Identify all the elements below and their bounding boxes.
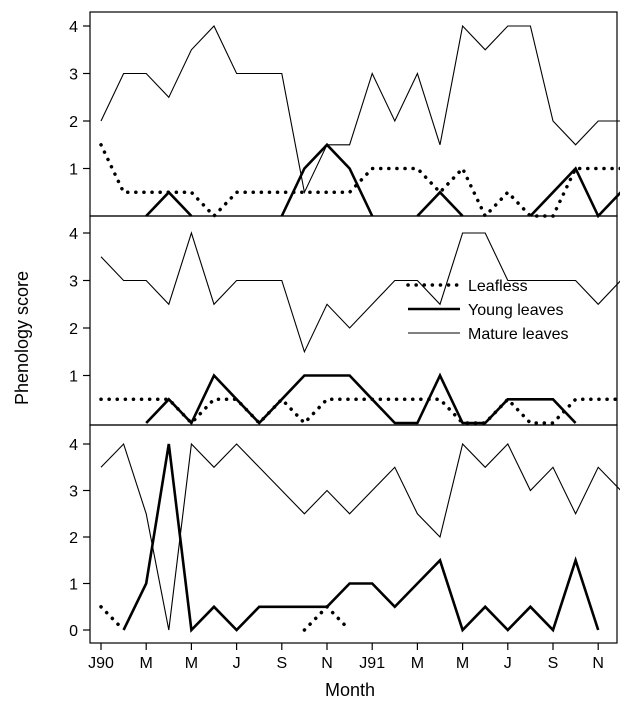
legend-label-mature-leaves: Mature leaves <box>468 326 569 343</box>
panel-2-y-tick-label: 4 <box>69 226 78 243</box>
x-tick-label: J <box>233 655 241 672</box>
panel-1-series-leafless <box>99 143 620 220</box>
x-tick-label: N <box>592 655 604 672</box>
x-tick-label: J91 <box>359 655 385 672</box>
x-tick-label: M <box>185 655 198 672</box>
panel-1-y-tick-label: 3 <box>69 67 78 84</box>
panel-3-y-tick-label: 0 <box>69 623 78 640</box>
panel-3-series-leafless <box>99 605 126 632</box>
panel-1-series-young-leaves <box>280 142 374 217</box>
y-axis-label: Phenology score <box>12 271 32 405</box>
x-tick-label: J90 <box>88 655 114 672</box>
panel-1-series-young-leaves <box>416 190 464 217</box>
panel-1-series-young-leaves <box>145 190 193 217</box>
panel-3-frame <box>89 424 618 644</box>
x-tick-label: M <box>140 655 153 672</box>
panel-1-series-young-leaves <box>529 166 620 219</box>
panel-3-series-mature-leaves <box>100 442 620 631</box>
panel-3-y-tick-label: 3 <box>69 484 78 501</box>
x-tick-label: S <box>276 655 287 672</box>
panel-2-y-tick-label: 2 <box>69 321 78 338</box>
panel-1-y-tick-label: 2 <box>69 114 78 131</box>
panel-2-y-tick-label: 3 <box>69 274 78 291</box>
panel-1-series-mature-leaves <box>100 24 620 195</box>
x-tick-label: S <box>548 655 559 672</box>
panel-3-series-young-leaves <box>122 443 600 633</box>
panel-2-series-mature-leaves <box>100 231 620 354</box>
panel-3-series-leafless <box>302 604 352 632</box>
x-tick-label: M <box>411 655 424 672</box>
x-tick-label: J <box>504 655 512 672</box>
panel-3-y-tick-label: 1 <box>69 577 78 594</box>
legend-label-leafless: Leafless <box>468 278 528 295</box>
legend-label-young-leaves: Young leaves <box>468 302 564 319</box>
x-tick-label: N <box>321 655 333 672</box>
panel-3-y-tick-label: 2 <box>69 530 78 547</box>
panel-2-series-young-leaves <box>145 372 577 426</box>
x-axis-label: Month <box>325 680 375 700</box>
x-tick-label: M <box>456 655 469 672</box>
panel-2-y-tick-label: 1 <box>69 369 78 386</box>
panel-1-y-tick-label: 4 <box>69 19 78 36</box>
panel-2-frame <box>89 215 618 426</box>
panel-1-frame <box>89 11 618 217</box>
panel-3-y-tick-label: 4 <box>69 437 78 454</box>
panel-1-y-tick-label: 1 <box>69 162 78 179</box>
